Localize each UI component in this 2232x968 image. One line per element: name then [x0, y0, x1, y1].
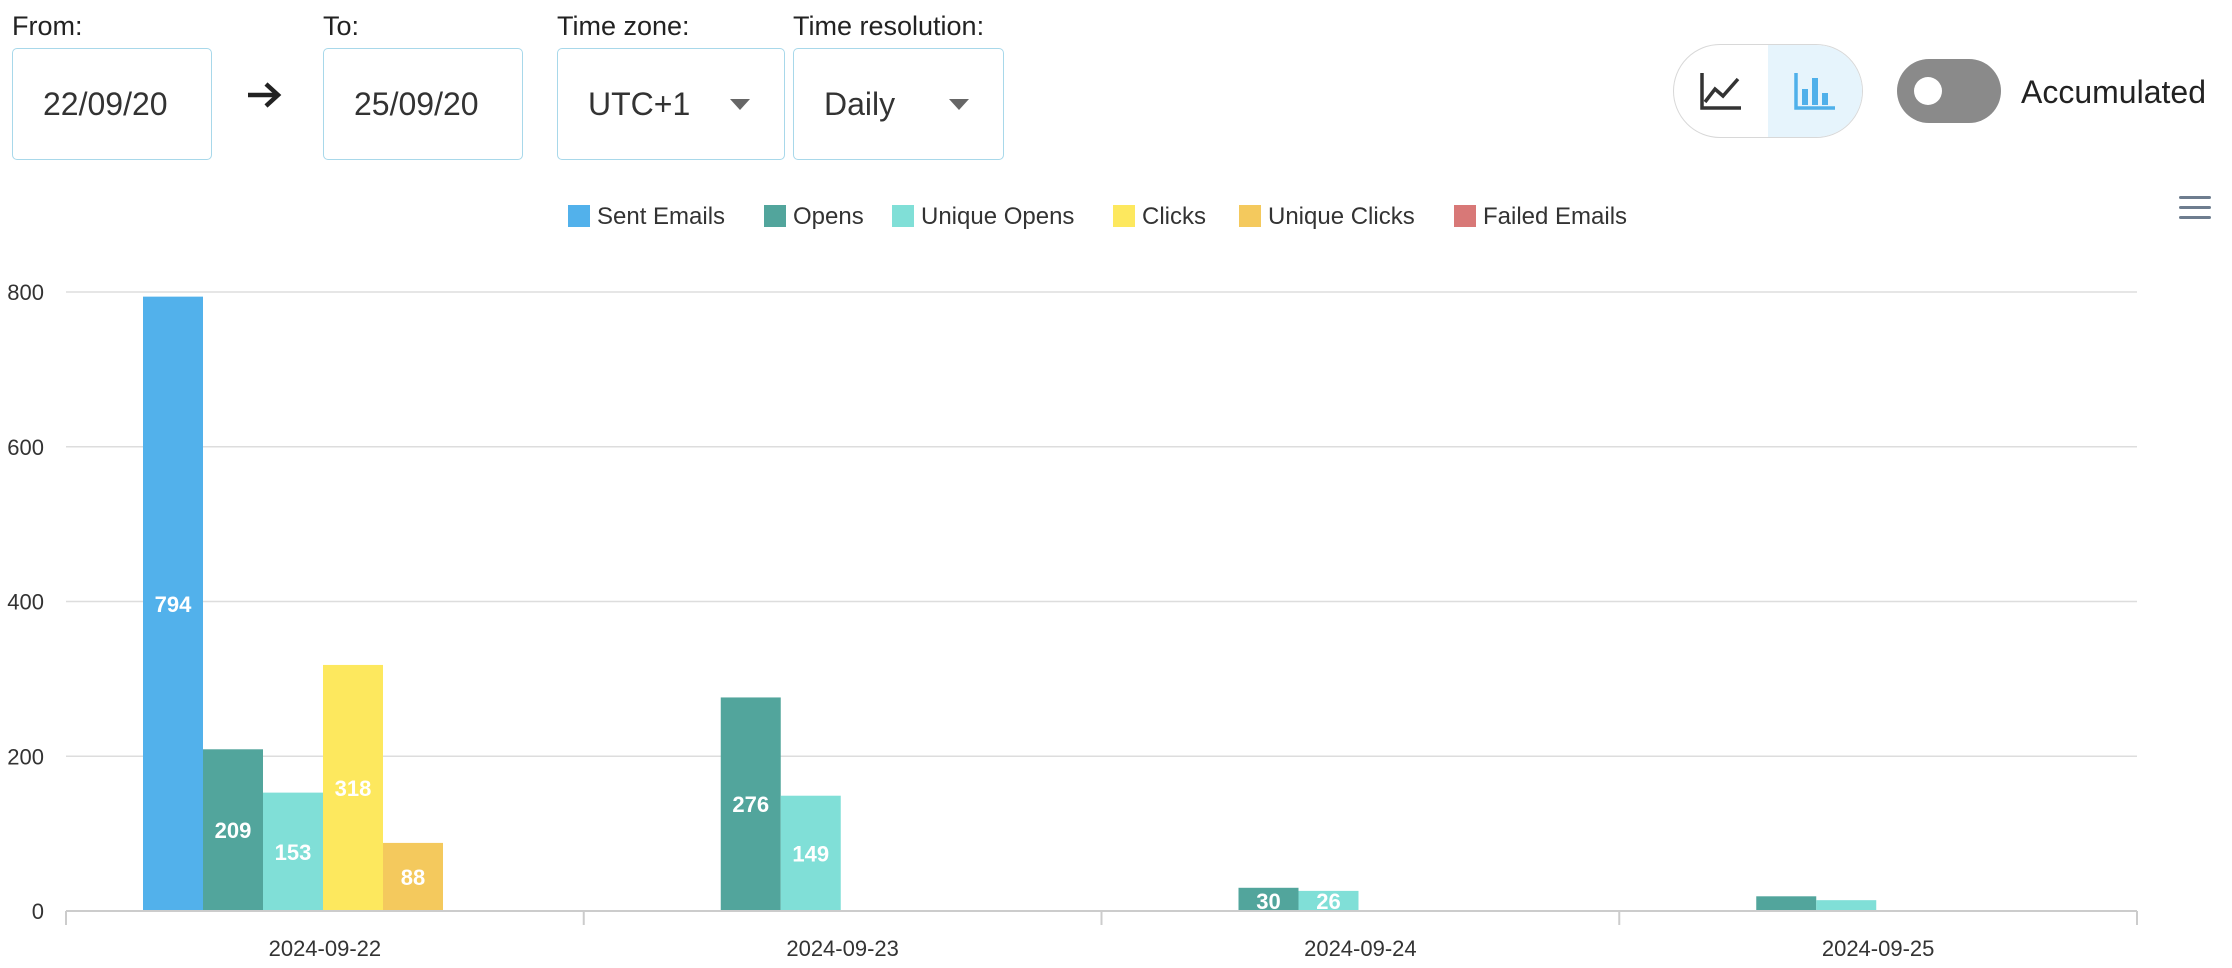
bar[interactable] — [1816, 900, 1877, 911]
line-chart-icon — [1700, 73, 1741, 110]
x-tick-label: 2024-09-25 — [1822, 936, 1935, 961]
bar[interactable] — [1298, 890, 1359, 911]
legend-entry[interactable]: Sent Emails — [597, 203, 725, 230]
data-label: 794 — [155, 592, 192, 617]
resolution-value: Daily — [824, 85, 896, 122]
y-tick-label: 800 — [7, 280, 44, 305]
accumulated-label: Accumulated — [2021, 74, 2206, 110]
legend-entry[interactable]: Failed Emails — [1483, 203, 1627, 230]
x-tick-label: 2024-09-22 — [269, 936, 382, 961]
bar[interactable] — [323, 664, 383, 911]
bar-chart-button[interactable] — [1768, 45, 1862, 137]
x-tick-label: 2024-09-24 — [1304, 936, 1417, 961]
y-tick-label: 600 — [7, 435, 44, 460]
timezone-label: Time zone: — [557, 11, 690, 41]
bar-chart-icon — [1794, 73, 1835, 110]
bar[interactable] — [1756, 896, 1817, 911]
data-label: 88 — [401, 865, 425, 890]
bar[interactable] — [1238, 887, 1299, 911]
legend-swatch — [1239, 205, 1261, 227]
data-label: 30 — [1256, 889, 1280, 914]
line-chart-button[interactable] — [1674, 45, 1768, 137]
chart-type-toggle — [1673, 44, 1863, 138]
to-date-value: 25/09/20 — [354, 85, 479, 122]
arrow-right-icon — [246, 80, 284, 115]
data-label: 318 — [335, 776, 372, 801]
data-label: 276 — [732, 792, 769, 817]
from-label: From: — [12, 11, 83, 41]
y-tick-label: 200 — [7, 744, 44, 769]
timezone-value: UTC+1 — [588, 85, 691, 122]
data-label: 153 — [275, 840, 312, 865]
from-date-value: 22/09/20 — [43, 85, 168, 122]
legend-entry[interactable]: Opens — [793, 203, 864, 230]
from-date-input[interactable]: 22/09/20 — [12, 48, 212, 160]
legend-swatch — [892, 205, 914, 227]
resolution-label: Time resolution: — [793, 11, 985, 41]
bar[interactable] — [720, 697, 781, 911]
legend-swatch — [1113, 205, 1135, 227]
legend-swatch — [568, 205, 590, 227]
data-label: 26 — [1316, 889, 1340, 914]
chart-menu-icon[interactable] — [2179, 196, 2211, 220]
chevron-down-icon — [949, 99, 969, 110]
bar[interactable] — [383, 842, 443, 911]
bar[interactable] — [780, 795, 841, 911]
bar[interactable] — [143, 296, 203, 912]
accumulated-switch[interactable] — [1897, 59, 2001, 123]
legend-swatch — [764, 205, 786, 227]
chevron-down-icon — [730, 99, 750, 110]
timezone-select[interactable]: UTC+1 — [557, 48, 785, 160]
legend-entry[interactable]: Clicks — [1142, 203, 1206, 230]
legend-entry[interactable]: Unique Clicks — [1268, 203, 1415, 230]
to-label: To: — [323, 11, 360, 41]
bar[interactable] — [263, 792, 323, 911]
switch-knob — [1914, 77, 1942, 105]
legend-entry[interactable]: Unique Opens — [921, 203, 1074, 230]
y-tick-label: 400 — [7, 590, 44, 615]
y-tick-label: 0 — [32, 899, 44, 924]
data-label: 149 — [792, 841, 829, 866]
bar[interactable] — [203, 749, 263, 911]
resolution-select[interactable]: Daily — [793, 48, 1004, 160]
legend-swatch — [1454, 205, 1476, 227]
x-tick-label: 2024-09-23 — [786, 936, 899, 961]
data-label: 209 — [215, 818, 252, 843]
to-date-input[interactable]: 25/09/20 — [323, 48, 523, 160]
